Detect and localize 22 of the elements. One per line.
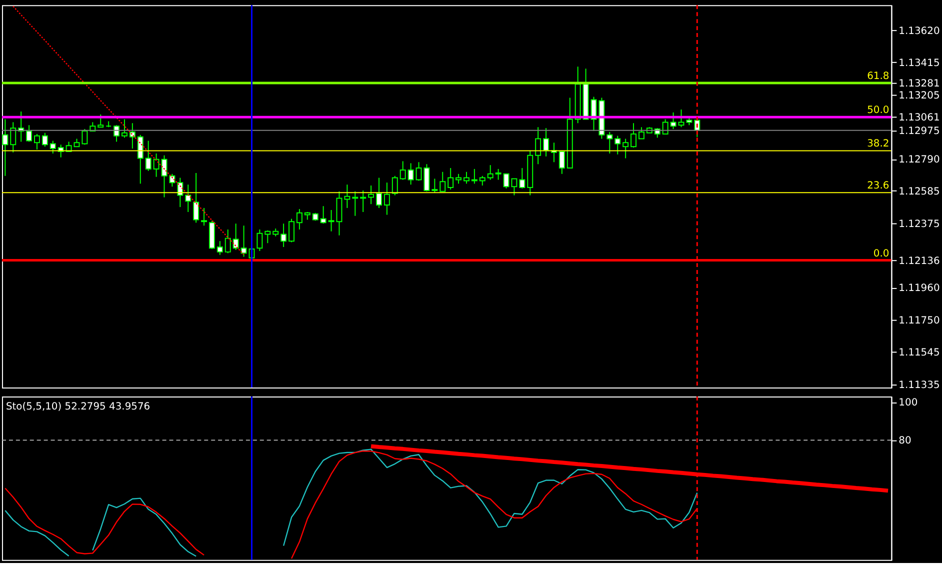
- y-tick-label: 1.11335: [898, 380, 940, 391]
- annotation: 50.0: [867, 105, 890, 116]
- y-tick-label: 1.13415: [898, 58, 940, 69]
- annotation: Sto(5,5,10) 52.2795 43.9576: [6, 401, 150, 412]
- y-tick-label: 1.13281: [898, 78, 940, 90]
- y-tick-label: 1.12375: [898, 218, 940, 230]
- y-tick-label: 1.13620: [898, 26, 940, 38]
- annotation: 23.6: [867, 180, 890, 192]
- annotation: 38.2: [867, 138, 890, 150]
- y-tick-label: 1.12790: [898, 154, 940, 166]
- y-tick-label: 1.12585: [898, 186, 940, 198]
- y-tick-label: 1.12975: [898, 126, 940, 137]
- annotation: 0.0: [873, 248, 890, 260]
- y-tick-label: 1.11960: [898, 283, 940, 294]
- y-tick-label: 1.11545: [898, 347, 940, 358]
- y-tick-label: 80: [898, 436, 912, 447]
- y-tick-label: 1.12136: [898, 256, 940, 267]
- y-tick-label: 1.11750: [898, 316, 940, 327]
- y-tick-label: 100: [898, 398, 918, 409]
- y-tick-label: 1.13205: [898, 90, 940, 102]
- y-tick-label: 1.13061: [898, 112, 940, 124]
- annotation: 61.8: [867, 71, 890, 82]
